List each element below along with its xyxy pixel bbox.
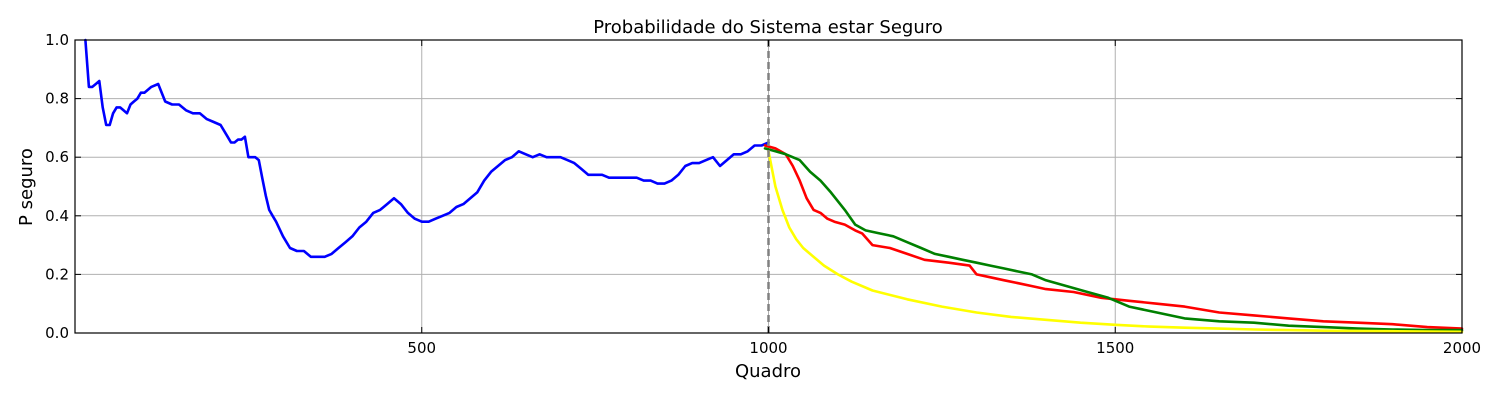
- ticks: 0.0 0.2 0.4 0.6 0.8 1.0 500 1000 1500 2000: [45, 31, 1481, 357]
- series-line-1: [84, 38, 770, 259]
- x-tick-label: 1500: [1096, 339, 1134, 357]
- y-tick-label: 1.0: [45, 31, 69, 49]
- y-tick-label: 0.2: [45, 265, 69, 283]
- series-line-3: [763, 147, 1464, 332]
- x-axis-label: Quadro: [735, 361, 801, 382]
- series-line-2: [763, 144, 1464, 330]
- y-tick-label: 0.6: [45, 148, 69, 166]
- x-tick-label: 1000: [749, 339, 787, 357]
- y-tick-label: 0.8: [45, 90, 69, 108]
- y-tick-label: 0.4: [45, 207, 69, 225]
- series-line-4: [767, 150, 1464, 334]
- x-tick-label: 2000: [1443, 339, 1481, 357]
- y-axis-label: P seguro: [16, 148, 37, 226]
- x-tick-label: 500: [407, 339, 436, 357]
- series-layer: [84, 38, 1464, 334]
- y-tick-label: 0.0: [45, 324, 69, 342]
- chart-title: Probabilidade do Sistema estar Seguro: [593, 17, 943, 38]
